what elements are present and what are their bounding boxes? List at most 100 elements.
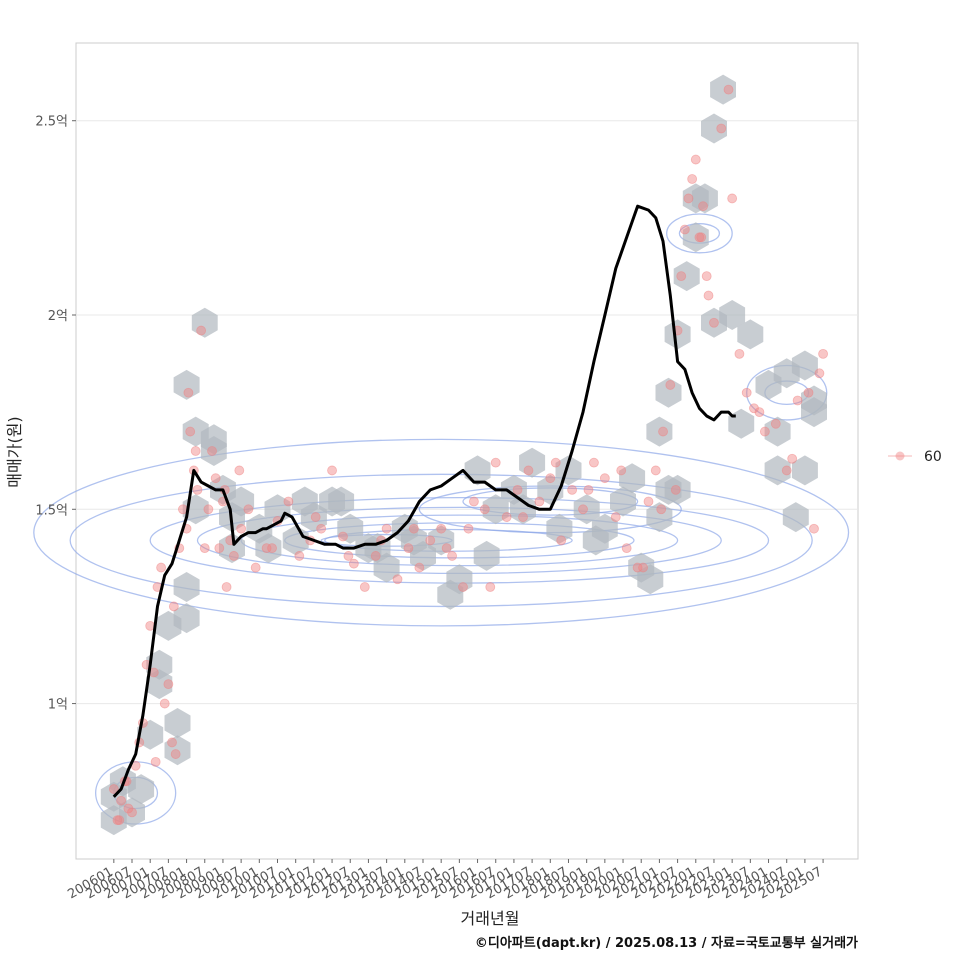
data-point — [749, 403, 759, 414]
data-point — [638, 562, 648, 573]
hexbin — [582, 525, 609, 556]
data-point — [656, 504, 667, 515]
data-point — [589, 457, 599, 468]
data-point — [770, 418, 781, 429]
data-point — [159, 698, 170, 709]
data-point — [192, 484, 203, 495]
data-point — [267, 543, 277, 554]
hexbin — [100, 805, 127, 836]
data-point — [167, 737, 177, 748]
data-point — [207, 446, 217, 456]
data-point — [818, 348, 828, 359]
density-contour — [324, 528, 573, 552]
data-point — [127, 807, 137, 818]
data-point — [727, 193, 738, 204]
data-point — [583, 484, 594, 495]
data-point — [534, 496, 545, 507]
data-point — [414, 562, 425, 573]
data-point — [567, 484, 578, 495]
data-point — [236, 523, 247, 534]
hexbin — [764, 455, 791, 486]
data-point — [479, 504, 490, 515]
hexbin — [519, 447, 546, 478]
x-axis-title: 거래년월 — [461, 909, 520, 928]
y-tick-label: 2.5억 — [35, 115, 68, 130]
data-point — [734, 348, 745, 359]
data-point — [723, 84, 734, 95]
data-point — [716, 123, 727, 134]
data-point — [690, 154, 701, 165]
hexbin — [737, 319, 764, 350]
data-point — [425, 535, 436, 546]
data-point — [463, 523, 474, 534]
data-point — [283, 496, 294, 507]
y-tick-label: 2억 — [48, 309, 68, 324]
data-point — [759, 426, 770, 437]
data-point — [709, 317, 719, 328]
hexbin — [655, 474, 682, 505]
data-point — [316, 523, 327, 534]
data-point — [294, 551, 305, 561]
hexbin — [510, 494, 536, 525]
hexbin — [473, 540, 500, 571]
data-point — [803, 387, 814, 398]
hexbin — [555, 455, 582, 486]
data-point — [599, 473, 610, 484]
data-point — [610, 512, 621, 522]
data-point — [698, 201, 708, 212]
data-point — [458, 582, 468, 592]
hexbin — [664, 319, 691, 350]
hexbin — [173, 603, 200, 634]
data-point — [632, 562, 643, 573]
data-point — [616, 465, 627, 476]
y-tick-label: 1.5억 — [35, 503, 68, 518]
density-contour — [69, 473, 813, 608]
hexbin — [573, 494, 600, 525]
density-contour — [666, 213, 733, 254]
data-point — [221, 582, 232, 592]
data-point — [754, 407, 765, 418]
data-point — [210, 473, 221, 484]
y-axis: 1억 1.5억 2억 2.5억 — [35, 115, 76, 713]
x-axis: 2006012006072007012007072008012008072009… — [65, 859, 825, 902]
hexbin — [782, 502, 809, 533]
data-point — [650, 465, 661, 476]
data-point — [108, 784, 119, 794]
data-point — [203, 504, 214, 515]
density-contour — [33, 438, 850, 627]
data-point — [408, 523, 419, 534]
hexbin — [682, 183, 709, 214]
data-point — [170, 749, 181, 759]
data-point — [792, 395, 803, 406]
hexbin — [791, 350, 818, 381]
data-point — [679, 224, 690, 235]
data-point — [156, 562, 167, 573]
hexbin — [228, 486, 255, 517]
hexbin — [801, 397, 827, 428]
data-point — [512, 484, 523, 495]
data-point — [214, 543, 225, 554]
legend-label: 60 — [924, 449, 942, 465]
data-point — [381, 523, 392, 534]
data-point — [359, 582, 370, 592]
data-point — [228, 551, 239, 561]
hexbin — [428, 525, 455, 556]
data-point — [441, 543, 452, 554]
hexbin — [128, 774, 155, 805]
data-point — [687, 174, 698, 184]
y-tick-label: 1억 — [48, 698, 68, 713]
data-point — [370, 551, 381, 561]
legend-dot-icon — [895, 451, 905, 461]
data-point — [469, 496, 479, 507]
data-point — [809, 523, 819, 534]
data-point — [658, 426, 668, 437]
data-point — [116, 795, 127, 806]
data-point — [183, 387, 194, 398]
data-point — [670, 484, 681, 495]
data-point — [114, 815, 125, 826]
trend-line — [112, 204, 736, 798]
data-point — [490, 457, 501, 468]
source-caption: ©디아파트(dapt.kr) / 2025.08.13 / 자료=국토교통부 실… — [475, 935, 858, 951]
data-point — [123, 803, 134, 814]
data-point — [523, 465, 534, 476]
